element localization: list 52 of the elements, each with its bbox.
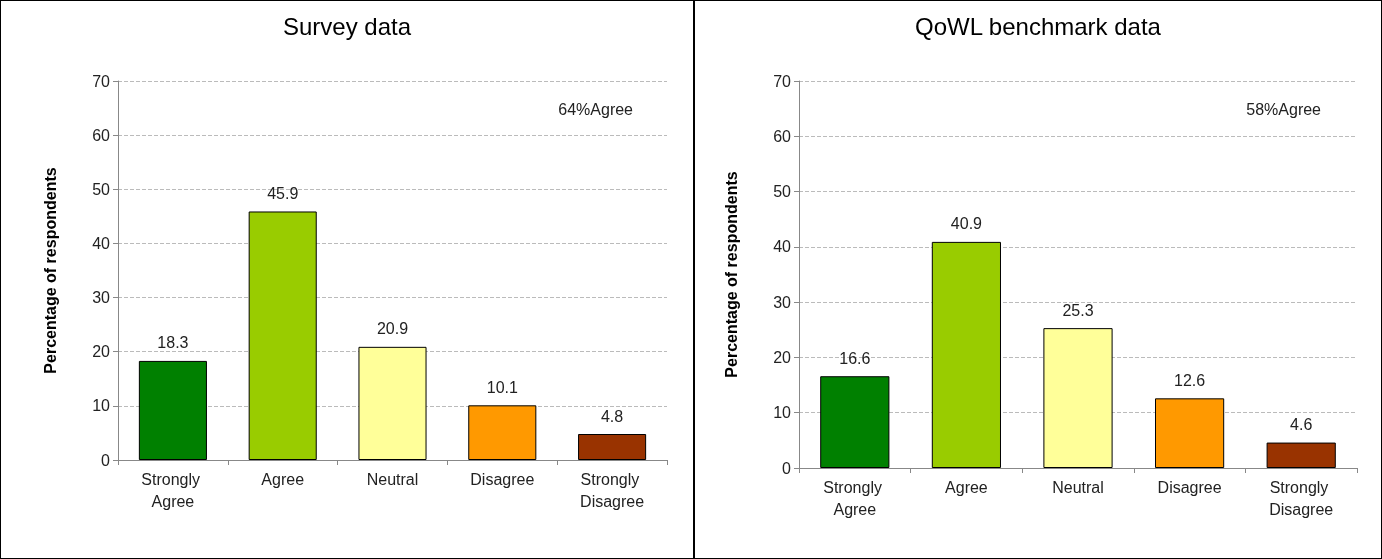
bar	[358, 346, 427, 460]
y-tick-label: 10	[92, 397, 111, 415]
y-tick-label: 50	[92, 180, 111, 198]
bar	[931, 241, 1001, 468]
chart-title: Survey data	[282, 12, 412, 40]
x-tick-label: Agree	[945, 478, 988, 496]
chart-title: QoWL benchmark data	[915, 12, 1162, 40]
y-tick-label: 40	[773, 238, 792, 256]
x-tick-label: Strongly Agree	[823, 478, 887, 518]
bar	[248, 211, 317, 460]
y-tick-label: 60	[92, 126, 111, 144]
data-label: 4.6	[1290, 416, 1313, 434]
bar	[1155, 398, 1225, 468]
x-tick-label: Agree	[261, 470, 305, 488]
y-tick-label: 30	[92, 289, 111, 307]
data-label: 16.6	[839, 349, 871, 367]
x-tick-label: Disagree	[470, 470, 535, 488]
y-tick-label: 20	[92, 343, 111, 361]
y-tick-label: 10	[773, 404, 792, 422]
y-tick-label: 30	[773, 293, 792, 311]
annotation: 58%Agree	[1246, 100, 1322, 118]
data-label: 45.9	[267, 184, 299, 202]
bar	[1266, 442, 1336, 468]
data-label: 40.9	[950, 215, 983, 233]
data-label: 10.1	[486, 378, 518, 396]
y-tick-label: 0	[782, 459, 792, 477]
bar	[820, 376, 890, 468]
y-tick-label: 40	[92, 234, 111, 252]
y-tick-label: 60	[773, 127, 792, 145]
y-axis-title: Percentage of respondents	[41, 167, 59, 374]
data-label: 4.8	[600, 407, 624, 425]
bar	[138, 360, 207, 460]
x-tick-label: Disagree	[1157, 478, 1222, 496]
x-tick-label: Neutral	[1052, 478, 1104, 496]
y-tick-label: 50	[773, 183, 792, 201]
y-tick-label: 20	[773, 348, 792, 366]
x-tick-label: Strongly Agree	[141, 470, 205, 510]
annotation: 64%Agree	[558, 100, 634, 118]
data-label: 25.3	[1062, 301, 1094, 319]
y-tick-label: 70	[773, 72, 792, 90]
y-axis-title: Percentage of respondents	[722, 171, 740, 378]
y-tick-label: 0	[101, 451, 111, 469]
bar	[468, 405, 537, 460]
x-tick-label: Strongly Disagree	[1269, 478, 1334, 518]
bar	[1043, 328, 1113, 468]
bar	[578, 434, 647, 460]
y-tick-label: 70	[92, 72, 111, 90]
x-tick-label: Strongly Disagree	[580, 470, 645, 510]
x-tick-label: Neutral	[366, 470, 419, 488]
data-label: 18.3	[157, 334, 189, 352]
data-label: 12.6	[1174, 371, 1206, 389]
data-label: 20.9	[376, 320, 409, 338]
